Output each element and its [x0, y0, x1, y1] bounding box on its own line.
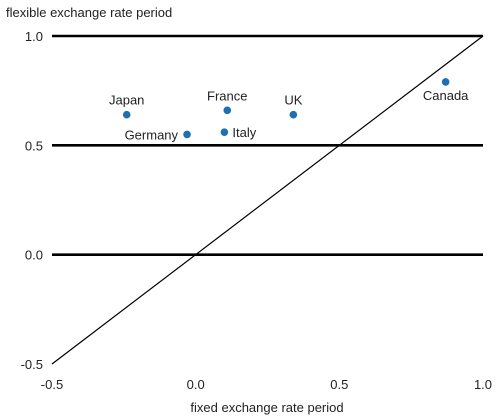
y-tick-label: -0.5	[21, 357, 43, 372]
point-label-uk: UK	[284, 93, 302, 108]
y-axis-title: flexible exchange rate period	[6, 5, 172, 20]
point-label-france: France	[207, 88, 247, 103]
horizontal-rules	[52, 34, 483, 256]
data-point-italy	[220, 128, 229, 137]
data-point-france	[223, 106, 232, 115]
y-tick-label: 0.5	[25, 138, 43, 153]
point-label-japan: Japan	[109, 93, 144, 108]
data-point-uk	[289, 110, 298, 119]
data-point-germany	[183, 130, 191, 139]
diagonal-line	[51, 35, 484, 365]
diagonal-reference-line	[51, 35, 484, 365]
point-label-italy: Italy	[232, 125, 256, 140]
x-tick-label: 0.5	[330, 377, 348, 392]
data-points: Japan Germany France Italy UK Canada	[109, 78, 469, 142]
data-point-japan	[122, 110, 131, 119]
y-tick-label: 1.0	[25, 29, 43, 44]
x-axis-title: fixed exchange rate period	[190, 400, 343, 415]
x-tick-labels: -0.5 0.0 0.5 1.0	[41, 377, 492, 392]
x-tick-label: 1.0	[474, 377, 492, 392]
x-tick-label: 0.0	[187, 377, 205, 392]
point-label-canada: Canada	[423, 88, 469, 103]
y-tick-label: 0.0	[25, 248, 43, 263]
point-label-germany: Germany	[125, 127, 179, 142]
x-tick-label: -0.5	[41, 377, 63, 392]
y-tick-labels: 1.0 0.5 0.0 -0.5	[21, 29, 43, 372]
data-point-canada	[441, 78, 450, 86]
